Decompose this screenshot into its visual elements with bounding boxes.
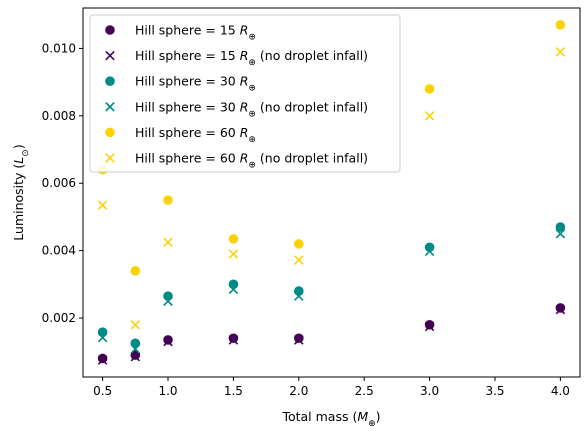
data-point-x [424,246,435,257]
y-tick-label: 0.004 [42,244,76,258]
x-tick-label: 2.5 [355,384,374,398]
x-tick-label: 0.5 [93,384,112,398]
x-axis-ticks: 0.5 1.0 1.5 2.0 2.5 3.0 3.5 4.0 [93,377,570,398]
data-point-x [228,249,239,259]
y-axis-ticks: 0.002 0.004 0.006 0.008 0.010 [42,41,83,325]
legend-item: Hill sphere = 30 R⊕ (no droplet infall) [105,99,368,119]
data-point-circle [294,333,304,344]
data-point-circle [228,279,239,290]
data-point-x [97,332,108,343]
series-hill-sphere-15-r [97,303,566,364]
legend-marker-x [105,102,115,112]
legend-label: Hill sphere = 30 R⊕ [135,74,256,94]
data-point-x [294,255,304,265]
data-point-x [97,355,108,365]
legend-item: Hill sphere = 30 R⊕ [105,74,256,94]
legend-box [89,14,401,173]
data-point-x [555,304,566,315]
y-tick-label: 0.002 [42,311,76,325]
data-point-circle [163,195,173,205]
x-tick-label: 2.0 [289,384,308,398]
data-point-x [163,336,173,347]
data-point-circle [555,303,566,313]
data-point-circle [294,286,304,296]
legend: Hill sphere = 15 R⊕Hill sphere = 15 R⊕ (… [89,14,401,173]
y-tick-label: 0.008 [42,109,76,123]
x-tick-label: 1.5 [224,384,243,398]
data-point-circle [424,84,435,94]
legend-item: Hill sphere = 60 R⊕ [105,125,256,145]
data-point-x [424,321,435,332]
data-point-x [130,344,141,354]
data-point-x [130,320,141,330]
series-hill-sphere-30-r-no-droplet-infall [97,229,566,354]
legend-marker-circle [105,127,115,138]
data-point-x [130,352,141,362]
data-points [97,20,566,365]
data-point-circle [555,222,566,232]
data-point-circle [424,319,435,330]
data-point-x [163,237,173,247]
x-tick-label: 4.0 [551,384,570,398]
data-point-x [555,47,566,57]
data-point-circle [163,335,173,345]
data-point-circle [294,239,304,249]
data-point-circle [163,291,173,301]
y-tick-label: 0.010 [42,41,76,55]
x-tick-label: 3.0 [420,384,439,398]
data-point-x [294,335,304,345]
legend-marker-x [105,153,115,163]
data-point-circle [228,234,239,244]
series-hill-sphere-15-r-no-droplet-infall [97,304,566,365]
plot-frame [82,7,581,378]
data-point-circle [130,350,141,360]
data-point-x [294,291,304,301]
legend-label: Hill sphere = 60 R⊕ [135,125,256,145]
data-point-circle [228,333,239,344]
data-point-x [228,335,239,345]
data-point-circle [130,266,141,276]
data-point-x [163,296,173,306]
x-tick-label: 1.0 [158,384,177,398]
data-point-x [555,229,566,239]
data-point-x [228,284,239,295]
data-point-x [424,111,435,121]
data-point-circle [97,327,108,337]
y-tick-label: 0.006 [42,176,76,190]
legend-marker-x [105,50,115,61]
series-hill-sphere-60-r-no-droplet-infall [97,47,566,330]
legend-item: Hill sphere = 15 R⊕ (no droplet infall) [105,48,368,68]
legend-label: Hill sphere = 30 R⊕ (no droplet infall) [135,99,368,119]
y-axis-label: Luminosity (L⊙) [11,144,31,240]
data-point-circle [555,20,566,30]
legend-label: Hill sphere = 15 R⊕ (no droplet infall) [135,48,368,68]
x-axis-label: Total mass (M⊕) [281,409,380,429]
data-point-circle [97,353,108,364]
series-hill-sphere-60-r [97,20,566,276]
x-tick-label: 3.5 [485,384,504,398]
legend-marker-circle [105,25,115,35]
data-point-x [97,200,108,210]
legend-marker-circle [105,76,115,86]
